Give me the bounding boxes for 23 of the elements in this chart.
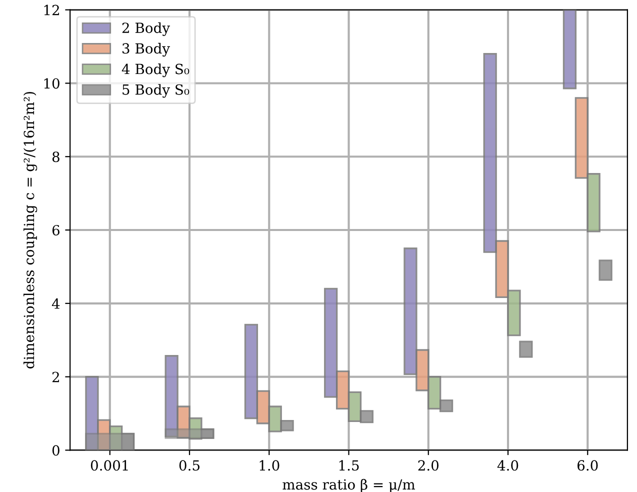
y-tick-label: 10 [44,78,60,89]
y-tick-label: 2 [52,372,59,382]
x-tick-label: 1.0 [260,460,280,471]
legend-label: 5 Body S₀ [122,84,190,98]
x-tick-label: 0.001 [90,460,128,471]
y-tick-label: 0 [52,445,60,456]
x-tick-label: 0.5 [179,460,200,471]
y-axis-title: dimensionless coupling c = g²/(16π²m²) [23,92,38,368]
y-tick-label: 12 [44,4,59,16]
y-tick-label: 6 [52,224,60,236]
bar [519,340,533,358]
y-tick-label: 8 [52,152,60,162]
x-axis-title: mass ratio β = μ/m [282,478,415,492]
x-tick-label: 6.0 [578,460,598,471]
x-tick-label: 1.5 [339,460,359,471]
legend-label: 2 Body [122,22,170,36]
x-tick-label: 2.0 [418,460,439,471]
legend-label: 4 Body S₀ [122,64,190,78]
legend-label: 3 Body [122,42,170,57]
bar [598,260,612,281]
x-tick-label: 4.0 [497,460,518,471]
y-tick-label: 4 [52,298,60,309]
bar [562,10,577,90]
